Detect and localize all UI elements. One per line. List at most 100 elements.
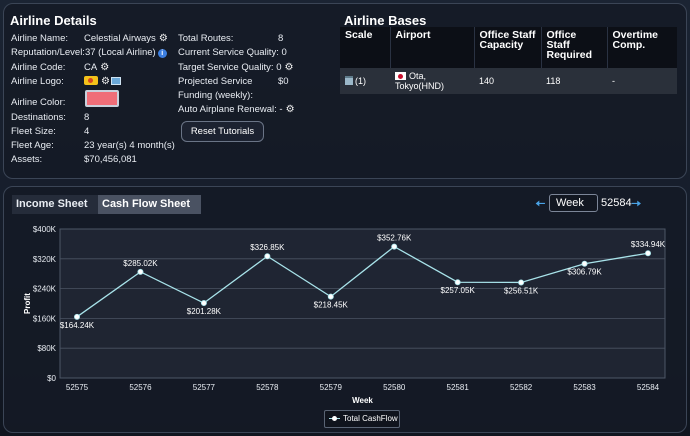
airline-color-row: Airline Color: [11,97,65,108]
legend-label: Total CashFlow [343,414,398,423]
airline-color-swatch[interactable] [85,90,119,107]
edit-name-gear-icon[interactable]: ⚙ [158,33,168,44]
airline-bases-title: Airline Bases [344,13,427,28]
data-label: $306.79K [567,268,602,277]
edit-target-quality-gear-icon[interactable]: ⚙ [284,62,294,73]
target-quality-value: 0 [276,62,282,73]
airline-code-label: Airline Code: [11,62,66,73]
destinations-label: Destinations: [11,112,66,123]
projected-funding-row: Projected Service $0 [178,76,289,87]
assets-row: Assets: $70,456,081 [11,154,137,165]
airline-name-row: Airline Name: Celestial Airways ⚙ [11,33,168,44]
col-office-capacity: Office Staff Capacity [474,27,542,68]
reputation-info-icon[interactable]: i [157,49,167,58]
period-select[interactable]: Week [549,194,598,212]
x-tick-label: 52575 [66,383,89,392]
table-row[interactable]: (1) Ota, Tokyo(HND) 140 118 - [340,68,677,94]
tab-income-sheet[interactable]: Income Sheet [12,195,98,214]
airline-name-label: Airline Name: [11,33,69,44]
auto-renewal-value: - [279,104,283,115]
airline-name-value: Celestial Airways [84,33,156,44]
upload-logo-icon[interactable] [110,77,121,85]
reputation-label: Reputation/Level: [11,47,85,58]
destinations-row: Destinations: 8 [11,112,89,123]
fleet-age-value: 23 year(s) 4 month(s) [84,140,175,151]
edit-auto-renewal-gear-icon[interactable]: ⚙ [285,104,295,115]
x-tick-label: 52583 [573,383,596,392]
base-airport-value: Ota, Tokyo(HND) [395,71,445,91]
base-scale-cell: (1) [340,68,390,94]
arrow-right-icon[interactable]: 🠆 [631,196,642,211]
total-routes-label: Total Routes: [178,33,234,44]
data-label: $164.24K [60,321,95,330]
auto-renewal-row: Auto Airplane Renewal: - ⚙ [178,104,295,115]
edit-code-gear-icon[interactable]: ⚙ [100,62,110,73]
data-point [645,250,652,257]
y-tick-label: $400K [33,225,57,234]
data-label: $326.85K [250,243,285,252]
reputation-row: Reputation/Level:37 (Local Airline) i [11,47,167,58]
auto-renewal-label: Auto Airplane Renewal: [178,104,277,115]
airline-code-row: Airline Code: CA ⚙ [11,62,109,73]
edit-logo-gear-icon[interactable]: ⚙ [101,76,110,87]
base-overtime-cell: - [607,68,677,94]
data-label: $201.28K [187,307,222,316]
x-tick-label: 52582 [510,383,533,392]
base-airport-cell: Ota, Tokyo(HND) [390,68,474,94]
data-point [264,253,271,260]
data-point [518,279,525,286]
tab-cash-flow-sheet[interactable]: Cash Flow Sheet [98,195,201,214]
col-office-required: Office Staff Required [541,27,608,68]
base-capacity-cell: 140 [474,68,541,94]
airline-color-label: Airline Color: [11,97,66,108]
data-point [327,293,334,300]
data-point [200,300,207,307]
current-quality-row: Current Service Quality: 0 [178,47,287,58]
x-tick-label: 52576 [129,383,152,392]
fleet-age-row: Fleet Age: 23 year(s) 4 month(s) [11,140,175,151]
airline-logo-icon [84,76,98,85]
airline-bases-table: Scale Airport Office Staff Capacity Offi… [340,27,677,94]
current-quality-label: Current Service Quality: [178,47,279,58]
airline-logo-row: Airline Logo: ⚙ [11,76,121,87]
period-number: 52584 [601,197,632,209]
current-quality-value: 0 [281,47,287,58]
projected-funding-label-2: Funding (weekly): [178,90,253,101]
fleet-size-value: 4 [84,126,90,137]
x-axis-label: Week [352,396,373,405]
col-overtime: Overtime Comp. [607,27,677,68]
y-tick-label: $320K [33,255,57,264]
x-tick-label: 52580 [383,383,406,392]
data-point [391,243,398,250]
y-tick-label: $0 [47,374,56,383]
data-label: $285.02K [123,259,158,268]
data-point [137,268,144,275]
airline-logo-label: Airline Logo: [11,76,64,87]
base-scale-value: (1) [355,76,366,86]
data-label: $218.45K [314,301,349,310]
arrow-left-icon[interactable]: 🠄 [535,196,546,211]
data-label: $256.51K [504,286,539,295]
fleet-size-label: Fleet Size: [11,126,56,137]
airline-code-value: CA [84,62,98,73]
x-tick-label: 52577 [193,383,216,392]
japan-flag-icon [395,72,406,80]
col-scale: Scale [340,27,391,68]
assets-value: $70,456,081 [84,154,137,165]
plot-area [59,228,666,379]
chart-legend[interactable]: Total CashFlow [324,410,400,428]
total-routes-row: Total Routes: 8 [178,33,283,44]
series-line [76,245,649,318]
y-tick-label: $240K [33,285,57,294]
x-tick-label: 52578 [256,383,279,392]
y-tick-label: $160K [33,314,57,323]
fleet-age-label: Fleet Age: [11,140,54,151]
fleet-size-row: Fleet Size: 4 [11,126,89,137]
assets-label: Assets: [11,154,43,165]
y-axis-label: Profit [23,293,32,314]
building-icon [345,76,353,85]
data-point [74,313,81,320]
reset-tutorials-button[interactable]: Reset Tutorials [181,121,264,142]
bases-header-row: Scale Airport Office Staff Capacity Offi… [340,27,677,68]
